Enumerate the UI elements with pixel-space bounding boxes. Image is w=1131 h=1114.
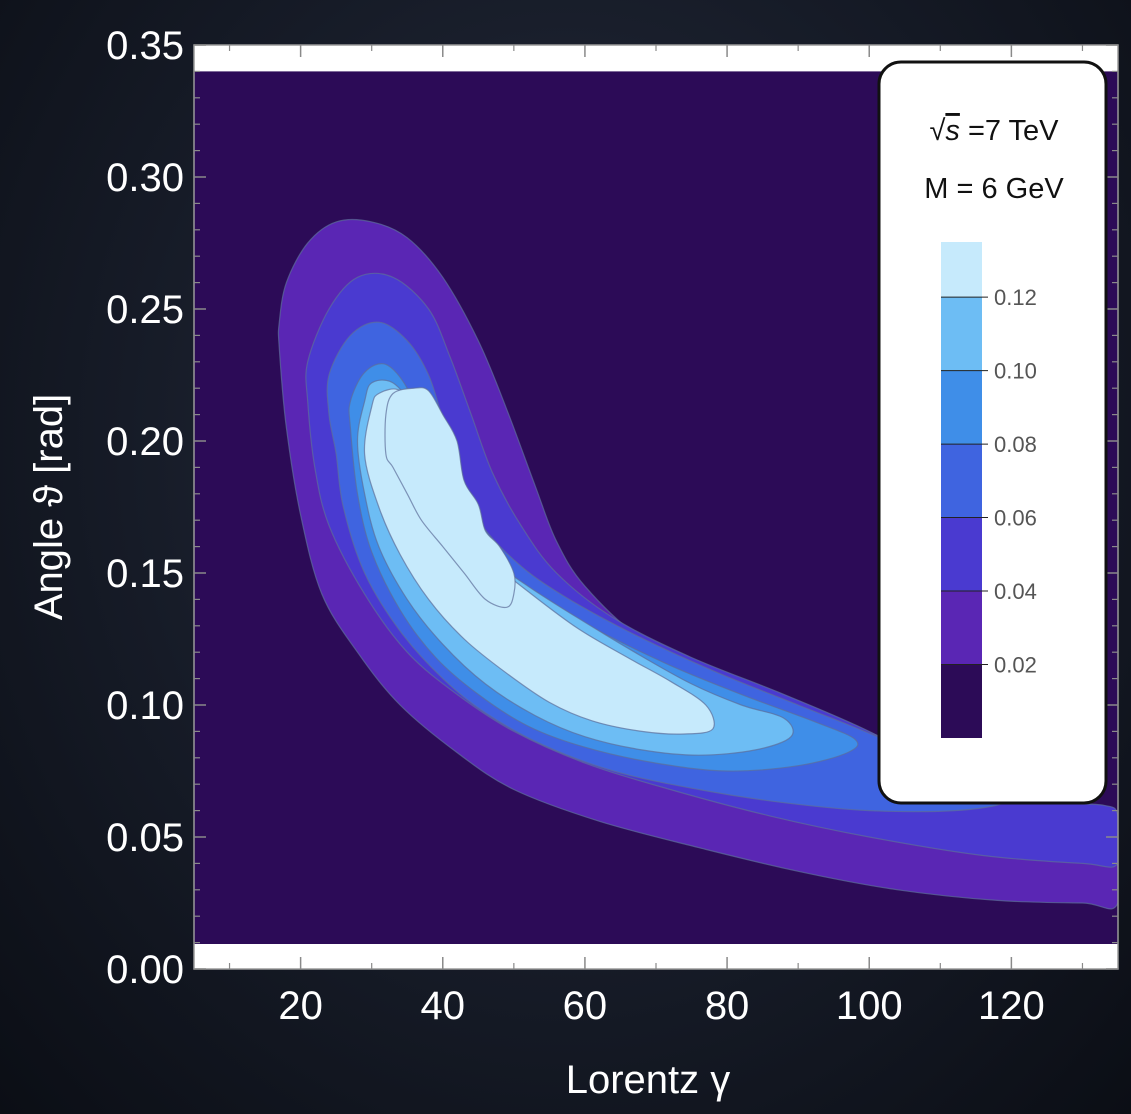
x-tick-label: 60: [563, 984, 608, 1028]
tick-layer: 20 40 60 80 100 120 0.00 0.05 0.10 0.15 0.20 0.25 0.…: [106, 24, 1118, 1028]
colorbar-tick-label: 0.02: [994, 653, 1037, 678]
colorbar-tick-label: 0.06: [994, 506, 1037, 531]
colorbar-tick-label: 0.04: [994, 579, 1037, 604]
colorbar-band: [941, 664, 982, 738]
colorbar-tick-label: 0.12: [994, 285, 1037, 310]
colorbar-band: [941, 242, 982, 298]
colorbar-tick-label: 0.10: [994, 359, 1037, 384]
colorbar-band: [941, 591, 982, 665]
colorbar-band: [941, 517, 982, 592]
x-tick-label: 80: [705, 984, 750, 1028]
contour-level-0-12: [384, 387, 516, 609]
colorbar: 0.02 0.04 0.06 0.08 0.10 0.12: [941, 242, 1037, 738]
y-tick-label: 0.35: [106, 24, 184, 68]
y-axis-label: Angle ϑ [rad]: [27, 394, 71, 620]
y-tick-label: 0.15: [106, 552, 184, 596]
x-tick-label: 120: [978, 984, 1045, 1028]
colorbar-band: [941, 297, 982, 371]
y-tick-label: 0.20: [106, 420, 184, 464]
y-tick-label: 0.25: [106, 288, 184, 332]
y-tick-label: 0.05: [106, 816, 184, 860]
colorbar-band: [941, 444, 982, 518]
x-tick-label: 40: [421, 984, 466, 1028]
y-tick-label: 0.30: [106, 156, 184, 200]
y-tick-label: 0.00: [106, 948, 184, 992]
legend-mass-label: M = 6 GeV: [924, 173, 1064, 205]
x-axis-label: Lorentz γ: [566, 1058, 731, 1102]
legend-box: √s =7 TeV M = 6 GeV: [877, 60, 1108, 805]
x-tick-label: 100: [836, 984, 903, 1028]
legend-energy-label: √s =7 TeV: [929, 115, 1059, 147]
y-tick-label: 0.10: [106, 684, 184, 728]
x-tick-label: 20: [278, 984, 323, 1028]
colorbar-band: [941, 370, 982, 445]
colorbar-tick-label: 0.08: [994, 432, 1037, 457]
